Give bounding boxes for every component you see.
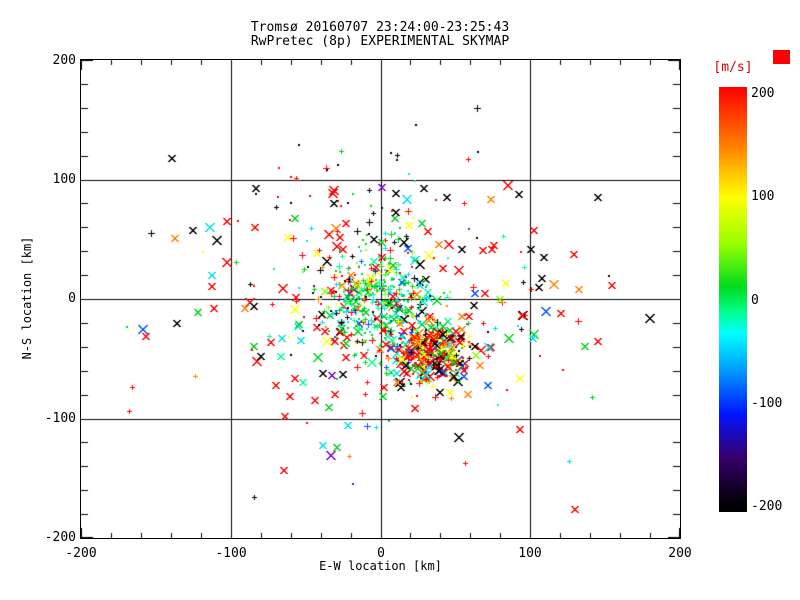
chart-title: Tromsø 20160707 23:24:00-23:25:43 RwPret… [80,21,680,49]
y-axis-tick-label: 0 [68,291,76,306]
y-axis-title: N-S location [km] [20,236,34,360]
x-axis-tick-label: 0 [377,546,385,561]
colorbar-tick-label: 200 [751,86,775,101]
colorbar-unit-label: [m/s] [713,60,753,75]
x-axis-tick-label: 100 [518,546,542,561]
y-axis-tick-label: 200 [52,53,76,68]
scatter-plot-canvas [81,60,680,538]
x-axis-tick-label: -200 [65,546,97,561]
colorbar-tick-label: 100 [751,189,775,204]
y-axis-tick-label: -100 [44,411,76,426]
y-axis-tick-label: -200 [44,530,76,545]
x-axis-tick-label: -100 [215,546,247,561]
plot-area [80,59,681,539]
x-axis-tick-label: 200 [668,546,692,561]
colorbar-tick-label: -100 [751,396,783,411]
y-axis-tick-label: 100 [52,172,76,187]
velocity-colorbar [719,87,747,512]
chart-title-line-2: RwPretec (8p) EXPERIMENTAL SKYMAP [250,34,510,49]
colorbar-tick-label: -200 [751,499,783,514]
colorbar-tick-label: 0 [751,293,759,308]
x-axis-title: E-W location [km] [319,559,442,573]
chart-title-line-1: Tromsø 20160707 23:24:00-23:25:43 [250,20,510,35]
corner-red-patch [773,50,790,64]
